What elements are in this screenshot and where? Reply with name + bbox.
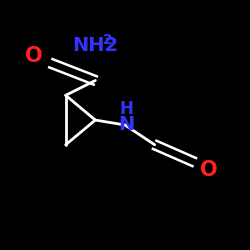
Text: O: O	[25, 46, 42, 66]
Text: H: H	[119, 100, 133, 118]
Text: N: N	[118, 116, 134, 134]
Text: O: O	[200, 160, 218, 180]
Text: 2: 2	[103, 33, 113, 47]
Text: NH2: NH2	[72, 36, 118, 56]
